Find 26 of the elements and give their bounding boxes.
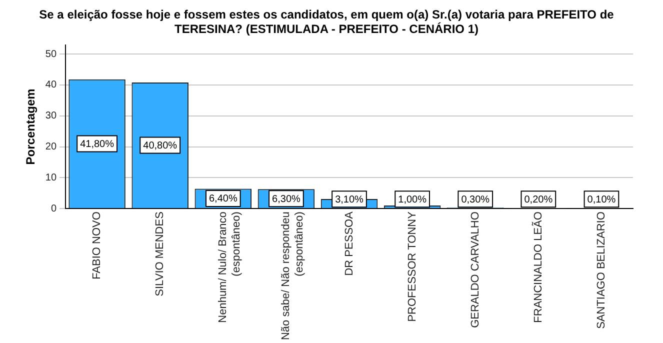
data-label: 0,10% [587,194,616,206]
x-tick-label: Nenhum/ Nulo/ Branco (espontâneo) [217,212,242,323]
x-tick-label: GERALDO CARVALHO [469,211,482,328]
data-label: 3,10% [335,194,364,206]
data-label: 6,30% [272,194,300,205]
chart-title: Se a eleição fosse hoje e fossem estes os candidatos, em quem o(a) Sr.(a) votaria para PREFEITO de TERESINA? (ESTIMULADA - PREFEITO - CENÁRIO 1) [39,8,614,36]
y-tick-label: 50 [45,48,57,60]
data-label: 0,20% [524,194,553,206]
x-tick-label: Não sabe/ Não respondeu (espontâneo) [280,212,306,340]
data-label: 1,00% [398,194,427,206]
x-tick-label: PROFESSOR TONNY [406,210,418,322]
y-axis-title: Porcentagem [24,88,38,165]
y-tick-label: 20 [45,142,57,153]
y-tick-label: 0 [50,203,57,214]
data-label: 6,40% [208,194,238,205]
x-tick-label: SILVIO MENDES [154,212,166,296]
data-label: 40,80% [143,140,178,152]
y-tick-label: 30 [45,110,57,122]
x-tick-label: SANTIAGO BELIZARIO [596,211,608,329]
y-tick-label: 40 [45,80,57,91]
y-tick-label: 10 [45,172,57,184]
data-label: 41,80% [80,138,114,150]
x-tick-label: FRANCINALDO LEÃO [531,211,544,323]
x-tick-label: FABIO NOVO [91,211,104,280]
x-tick-label: DR PESSOA [343,210,356,276]
data-label: 0,30% [461,194,490,206]
